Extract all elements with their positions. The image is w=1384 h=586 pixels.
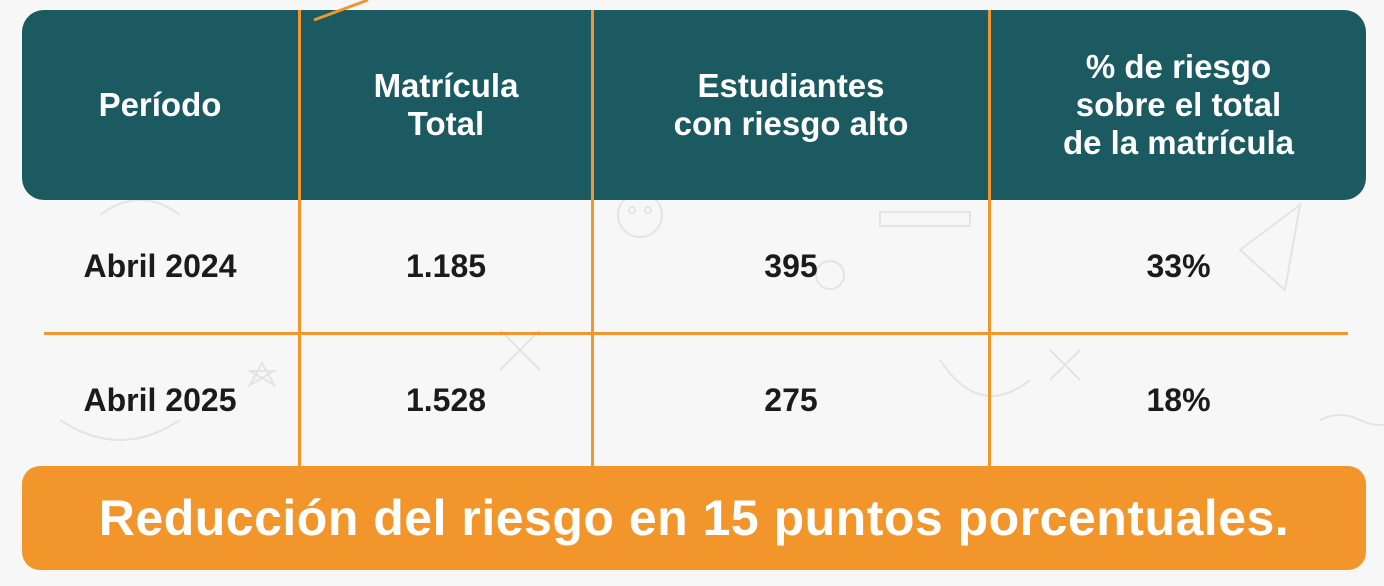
column-divider-3 bbox=[988, 10, 991, 466]
row2-estudiantes-riesgo: 275 bbox=[764, 382, 818, 418]
row2-porcentaje-riesgo: 18% bbox=[1146, 382, 1211, 418]
row1-matricula-total: 1.185 bbox=[405, 247, 487, 284]
row2-matricula-total: 1.528 bbox=[405, 382, 487, 418]
column-divider-1 bbox=[298, 10, 301, 466]
header-periodo: Período bbox=[98, 86, 222, 123]
row1-periodo: Abril 2024 bbox=[83, 247, 237, 284]
header-estudiantes-riesgo-alto: Estudiantes con riesgo alto bbox=[673, 67, 909, 142]
row-divider bbox=[44, 332, 1348, 335]
table-header-bar bbox=[22, 10, 1366, 200]
column-divider-2 bbox=[591, 10, 594, 466]
row2-periodo: Abril 2025 bbox=[83, 382, 237, 418]
summary-banner: Reducción del riesgo en 15 puntos porcen… bbox=[22, 466, 1366, 570]
header-porcentaje-riesgo: % de riesgo sobre el total de la matrícu… bbox=[1062, 48, 1295, 161]
row1-estudiantes-riesgo: 395 bbox=[764, 247, 818, 284]
header-matricula-total: Matrícula Total bbox=[373, 67, 519, 142]
accent-stroke-decoration bbox=[313, 0, 369, 22]
summary-text: Reducción del riesgo en 15 puntos porcen… bbox=[98, 490, 1290, 546]
row1-porcentaje-riesgo: 33% bbox=[1146, 247, 1211, 284]
